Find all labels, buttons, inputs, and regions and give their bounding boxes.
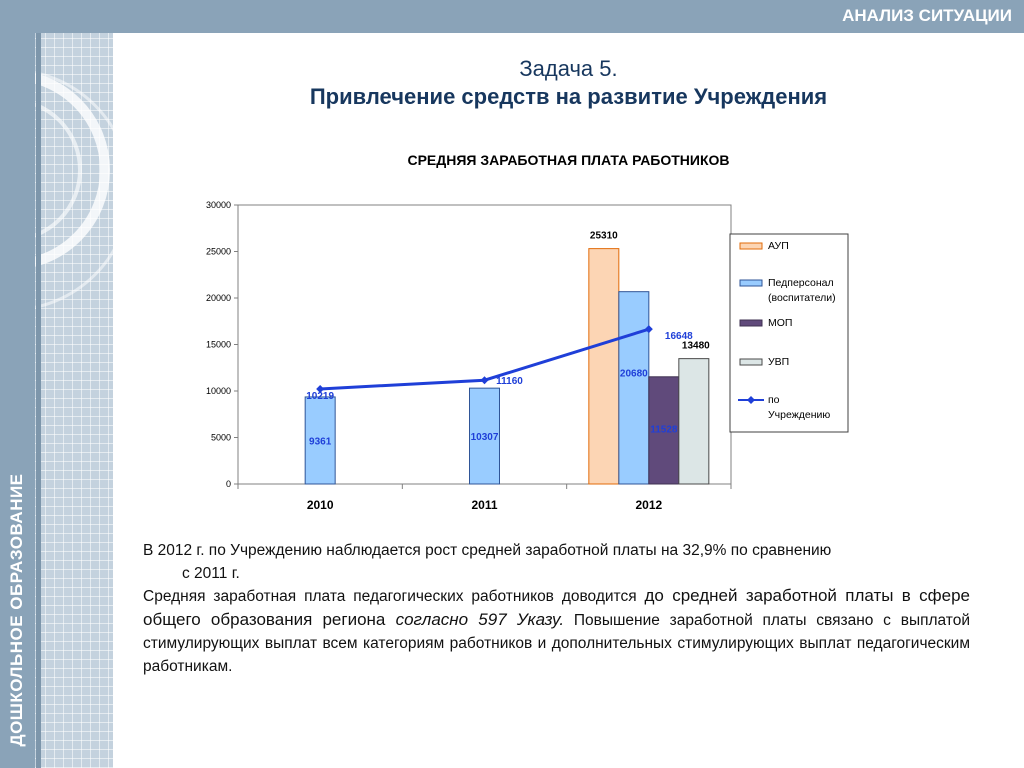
header-bar: АНАЛИЗ СИТУАЦИИ [35,0,1024,33]
bar-data-label: 11528 [650,425,678,436]
line-data-label: 16648 [665,331,693,342]
legend-swatch [739,319,763,327]
line-data-label: 10219 [306,391,334,402]
legend-label: Учреждению [768,409,830,421]
y-tick-label: 20000 [206,293,231,303]
x-tick-label: 2011 [471,498,497,512]
legend-label: Педперсонал [768,277,834,289]
x-tick-label: 2012 [635,498,662,512]
paragraph-growth-cont: с 2011 г. [182,565,240,582]
legend-swatch [739,279,763,287]
paragraph-growth: В 2012 г. по Учреждению наблюдается рост… [143,539,970,585]
salary-chart: 0 5000 10000 15000 20000 25000 30000 2010 2011 20… [206,200,849,512]
line-data-label: 11160 [496,376,523,387]
bar [588,248,620,485]
paragraph-explanation-b: до средней заработной платы в сфере обще… [143,586,970,629]
legend-line-marker [747,396,755,404]
bar [304,396,336,485]
legend-label: (воспитатели) [768,292,836,304]
section-label: АНАЛИЗ СИТУАЦИИ [842,6,1012,25]
y-tick-label: 0 [226,479,231,489]
paragraph-explanation-a: Средняя заработная плата педагогических … [143,588,645,605]
y-tick-label: 15000 [206,340,231,350]
y-tick-label: 10000 [206,386,231,396]
bar-data-label: 10307 [471,432,499,443]
bar-data-label: 9361 [309,436,332,447]
line-point [316,384,325,393]
legend-label: УВП [768,356,789,368]
paragraph-explanation-c: согласно 597 Указу. [395,610,565,629]
bar [678,358,710,485]
paragraph-explanation-d: Повышение заработной платы связано с вып… [143,612,971,675]
legend-label: по [768,394,780,406]
line-point [480,376,489,385]
bar [618,291,650,485]
bar-data-label: 13480 [682,341,710,352]
bar-data-label: 25310 [590,231,618,242]
legend-label: АУП [768,240,789,252]
side-strip [0,0,35,768]
x-tick-label: 2010 [307,498,334,512]
paragraph-growth-main: В 2012 г. по Учреждению наблюдается рост… [143,542,832,559]
legend-swatch [739,242,763,250]
line-point [644,325,653,334]
bar-data-label: 20680 [620,368,648,379]
y-tick-label: 25000 [206,247,231,257]
task-title: Привлечение средств на развитие Учрежден… [309,84,828,109]
side-caption-text: ДОШКОЛЬНОЕ ОБРАЗОВАНИЕ [7,473,26,747]
bar [648,376,680,485]
task-number: Задача 5. [519,56,618,81]
side-rule [36,0,41,768]
paragraph-explanation: Средняя заработная плата педагогических … [143,584,970,678]
legend-swatch [739,358,763,366]
y-tick-label: 30000 [206,200,231,210]
y-tick-label: 5000 [211,433,231,443]
legend-label: МОП [768,317,792,329]
side-caption: ДОШКОЛЬНОЕ ОБРАЗОВАНИЕ [0,0,35,768]
chart-title: СРЕДНЯЯ ЗАРАБОТНАЯ ПЛАТА РАБОТНИКОВ [407,152,730,168]
bar [469,387,500,485]
legend-box [729,233,849,433]
